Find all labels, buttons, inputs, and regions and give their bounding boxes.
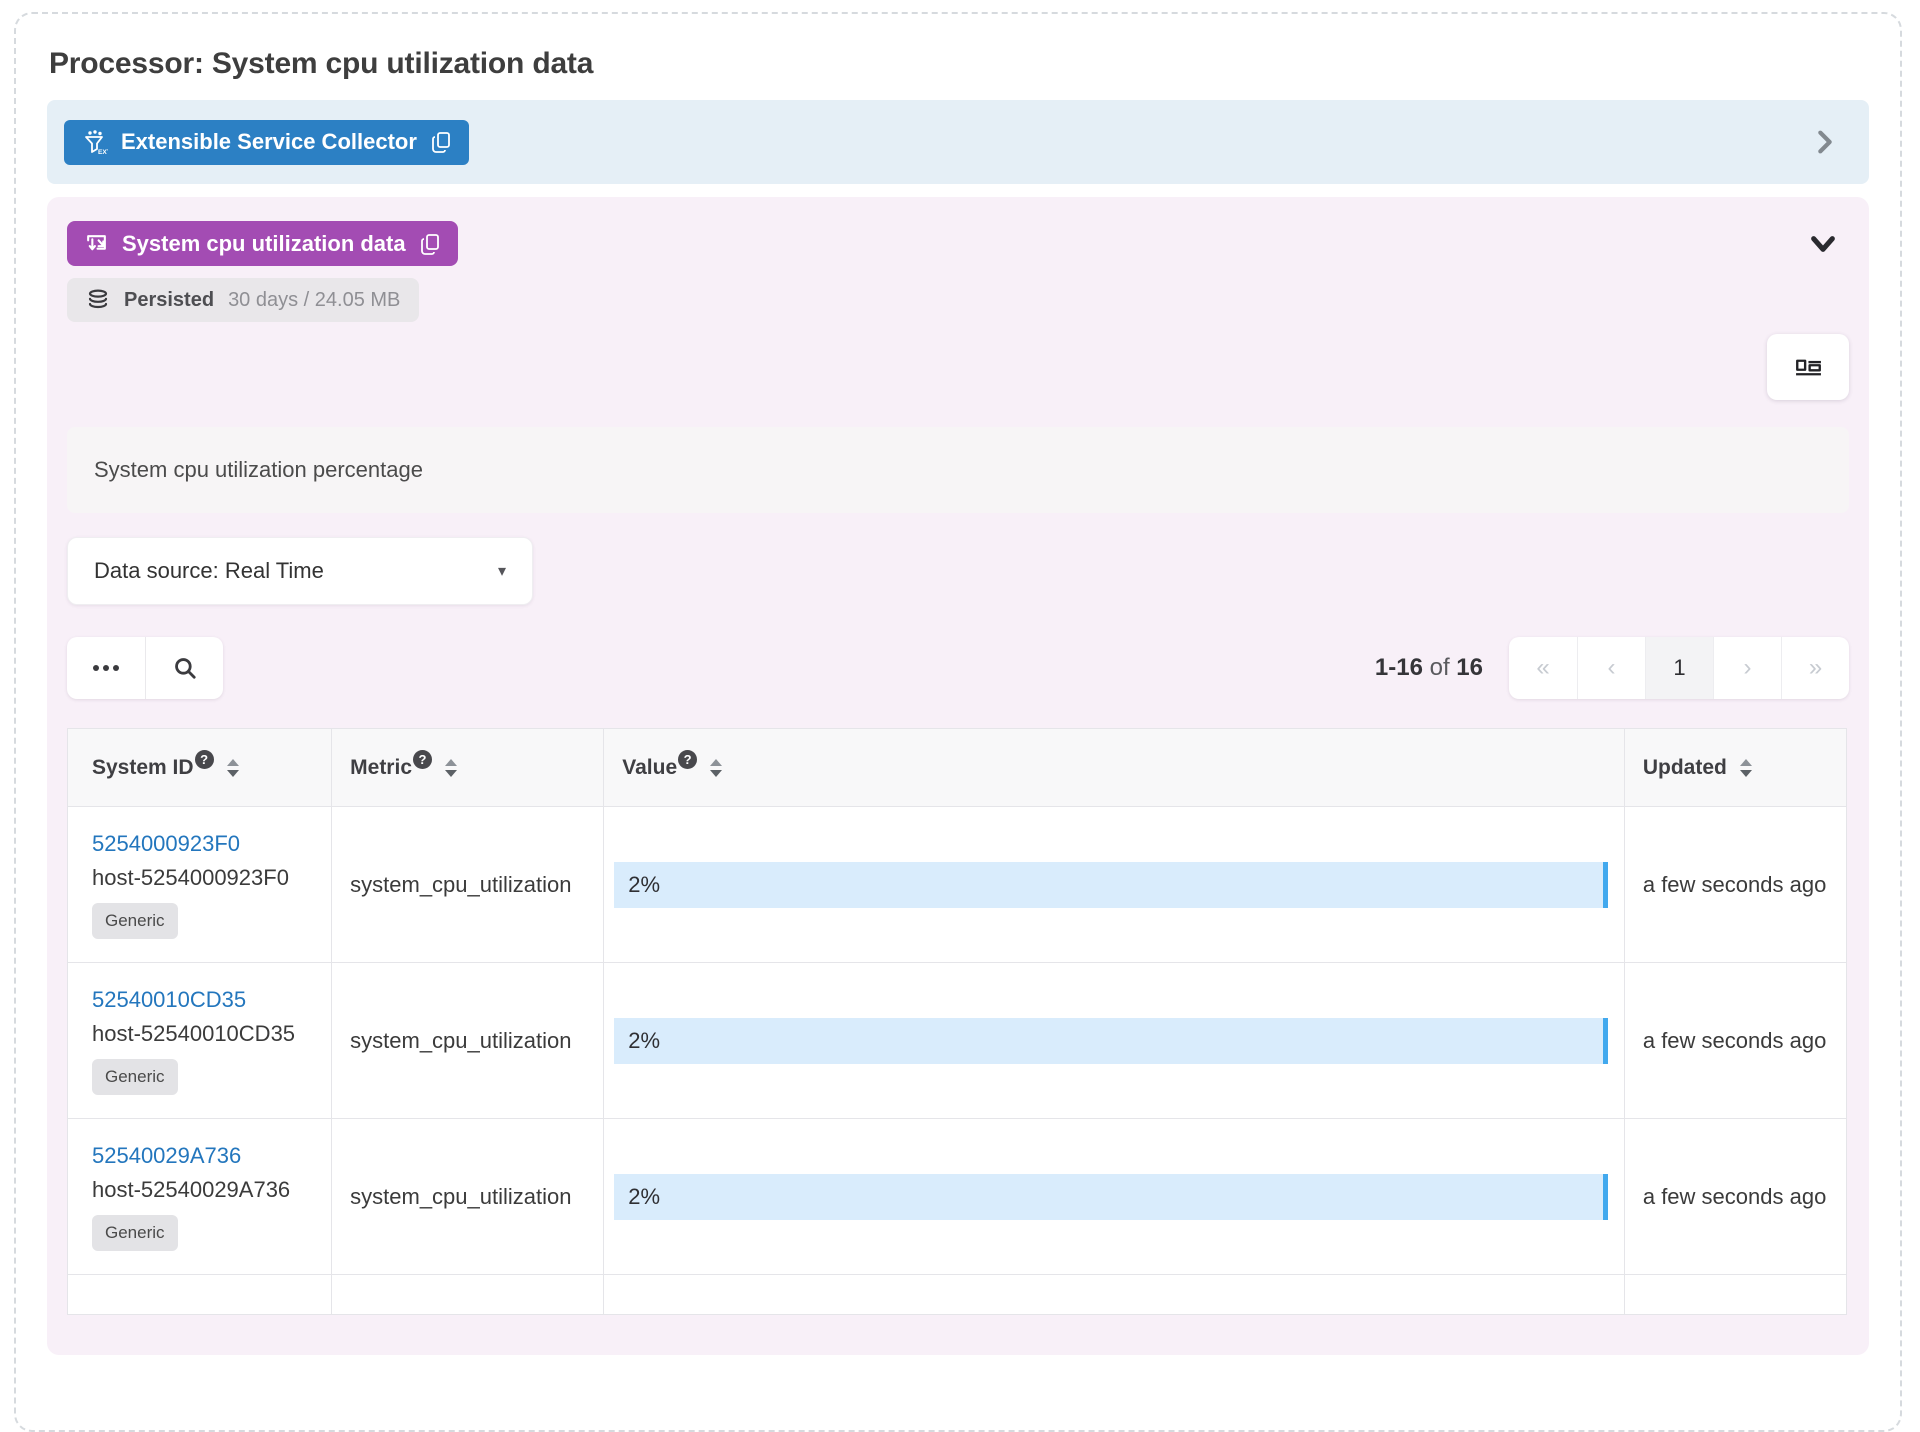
description-text: System cpu utilization percentage (94, 457, 423, 482)
chevron-right-icon (1811, 128, 1839, 156)
data-source-select[interactable]: Data source: Real Time ▾ (67, 537, 533, 605)
persisted-label: Persisted (124, 288, 215, 311)
persisted-detail: 30 days / 24.05 MB (228, 288, 401, 311)
more-options-button[interactable] (67, 637, 145, 699)
metric-name: system_cpu_utilization (331, 806, 605, 963)
system-id-link[interactable]: 52540029A736 (92, 1142, 242, 1168)
system-host-name: host-5254000923F0 (92, 864, 289, 890)
value-bar: 2% (614, 1017, 1608, 1064)
last-page-button[interactable]: » (1781, 637, 1849, 699)
help-icon[interactable]: ? (194, 750, 214, 769)
datasource-header: System cpu utilization data (67, 221, 1849, 266)
updated-time: a few seconds ago (1623, 962, 1848, 1119)
column-label: System ID (92, 755, 194, 779)
column-header-updated[interactable]: Updated (1623, 728, 1848, 807)
table-row: 52540029A736 host-52540029A736 Generic s… (66, 1118, 1848, 1275)
result-of-label: of (1429, 654, 1450, 681)
value-bar-cap (1602, 1173, 1608, 1220)
help-icon[interactable]: ? (678, 750, 698, 769)
page-title: Processor: System cpu utilization data (49, 47, 594, 80)
datasource-panel: System cpu utilization data (47, 197, 1869, 1355)
current-page-button[interactable]: 1 (1645, 637, 1713, 699)
table-row-partial (66, 1274, 1848, 1315)
value-label: 2% (628, 1027, 661, 1053)
value-bar-cap (1602, 861, 1608, 908)
value-label: 2% (628, 1183, 661, 1209)
value-bar: 2% (614, 861, 1608, 908)
persistence-row: Persisted 30 days / 24.05 MB (67, 278, 1849, 322)
result-total: 16 (1456, 654, 1483, 681)
persisted-badge: Persisted 30 days / 24.05 MB (67, 278, 420, 322)
result-range: 1-16 (1374, 654, 1423, 681)
system-host-name: host-52540010CD35 (92, 1020, 296, 1046)
column-label: Updated (1642, 755, 1727, 779)
system-type-badge: Generic (92, 1058, 178, 1095)
datasource-icon (84, 231, 109, 256)
column-label: Metric (350, 755, 412, 779)
copy-icon[interactable] (430, 130, 452, 154)
copy-icon[interactable] (419, 232, 441, 256)
table-toolbar: 1-16 of 16 « ‹ 1 › » (67, 637, 1849, 699)
datasource-button-label: System cpu utilization data (122, 230, 406, 256)
system-host-name: host-52540029A736 (92, 1176, 291, 1202)
datasource-button[interactable]: System cpu utilization data (67, 221, 458, 266)
chevron-down-icon (1807, 228, 1839, 260)
sort-icon[interactable] (444, 758, 458, 778)
metric-name: system_cpu_utilization (331, 1118, 605, 1275)
prev-page-button[interactable]: ‹ (1577, 637, 1645, 699)
column-label: Value (622, 755, 678, 779)
pager: « ‹ 1 › » (1509, 637, 1849, 699)
sort-icon[interactable] (709, 758, 723, 778)
table-row: 5254000923F0 host-5254000923F0 Generic s… (66, 806, 1848, 963)
page-container: Processor: System cpu utilization data E… (14, 12, 1902, 1432)
layout-view-icon (1795, 354, 1822, 381)
collector-funnel-icon: EXT (81, 129, 108, 156)
updated-time: a few seconds ago (1623, 806, 1848, 963)
result-count: 1-16 of 16 (1375, 654, 1483, 682)
next-page-button[interactable]: › (1713, 637, 1781, 699)
column-header-system-id[interactable]: System ID ? (66, 728, 333, 807)
pagination-area: 1-16 of 16 « ‹ 1 › » (1375, 637, 1849, 699)
table-header-row: System ID ? Metric (66, 728, 1848, 807)
table-actions-group (67, 637, 223, 699)
caret-down-icon: ▾ (497, 563, 506, 580)
collector-button-label: Extensible Service Collector (121, 129, 417, 154)
table-row: 52540010CD35 host-52540010CD35 Generic s… (66, 962, 1848, 1119)
sort-icon[interactable] (226, 758, 240, 778)
system-id-link[interactable]: 5254000923F0 (92, 830, 241, 856)
system-type-badge: Generic (92, 1214, 178, 1251)
value-label: 2% (628, 871, 661, 897)
data-source-select-value: Data source: Real Time (94, 558, 324, 583)
metric-name: system_cpu_utilization (331, 962, 605, 1119)
help-icon[interactable]: ? (413, 750, 432, 769)
ellipsis-icon (92, 663, 120, 673)
value-bar-cap (1602, 1017, 1608, 1064)
collector-section-header[interactable]: EXT Extensible Service Collector (47, 100, 1869, 184)
search-button[interactable] (145, 637, 223, 699)
column-header-value[interactable]: Value ? (603, 728, 1625, 807)
system-type-badge: Generic (92, 902, 178, 939)
column-header-metric[interactable]: Metric ? (331, 728, 605, 807)
first-page-button[interactable]: « (1509, 637, 1577, 699)
system-id-link[interactable]: 52540010CD35 (92, 986, 247, 1012)
detail-view-toggle-button[interactable] (1767, 334, 1849, 400)
collector-button[interactable]: EXT Extensible Service Collector (64, 119, 469, 165)
value-bar: 2% (614, 1173, 1608, 1220)
sort-icon[interactable] (1739, 758, 1753, 778)
collapse-section-button[interactable] (1807, 228, 1839, 260)
datasource-description: System cpu utilization percentage (67, 427, 1849, 513)
collector-expand-button[interactable] (1811, 128, 1839, 156)
svg-text:EXT: EXT (98, 149, 108, 156)
database-icon (86, 288, 110, 312)
search-icon (172, 655, 198, 681)
updated-time: a few seconds ago (1623, 1118, 1848, 1275)
metrics-table: System ID ? Metric (66, 728, 1848, 1315)
